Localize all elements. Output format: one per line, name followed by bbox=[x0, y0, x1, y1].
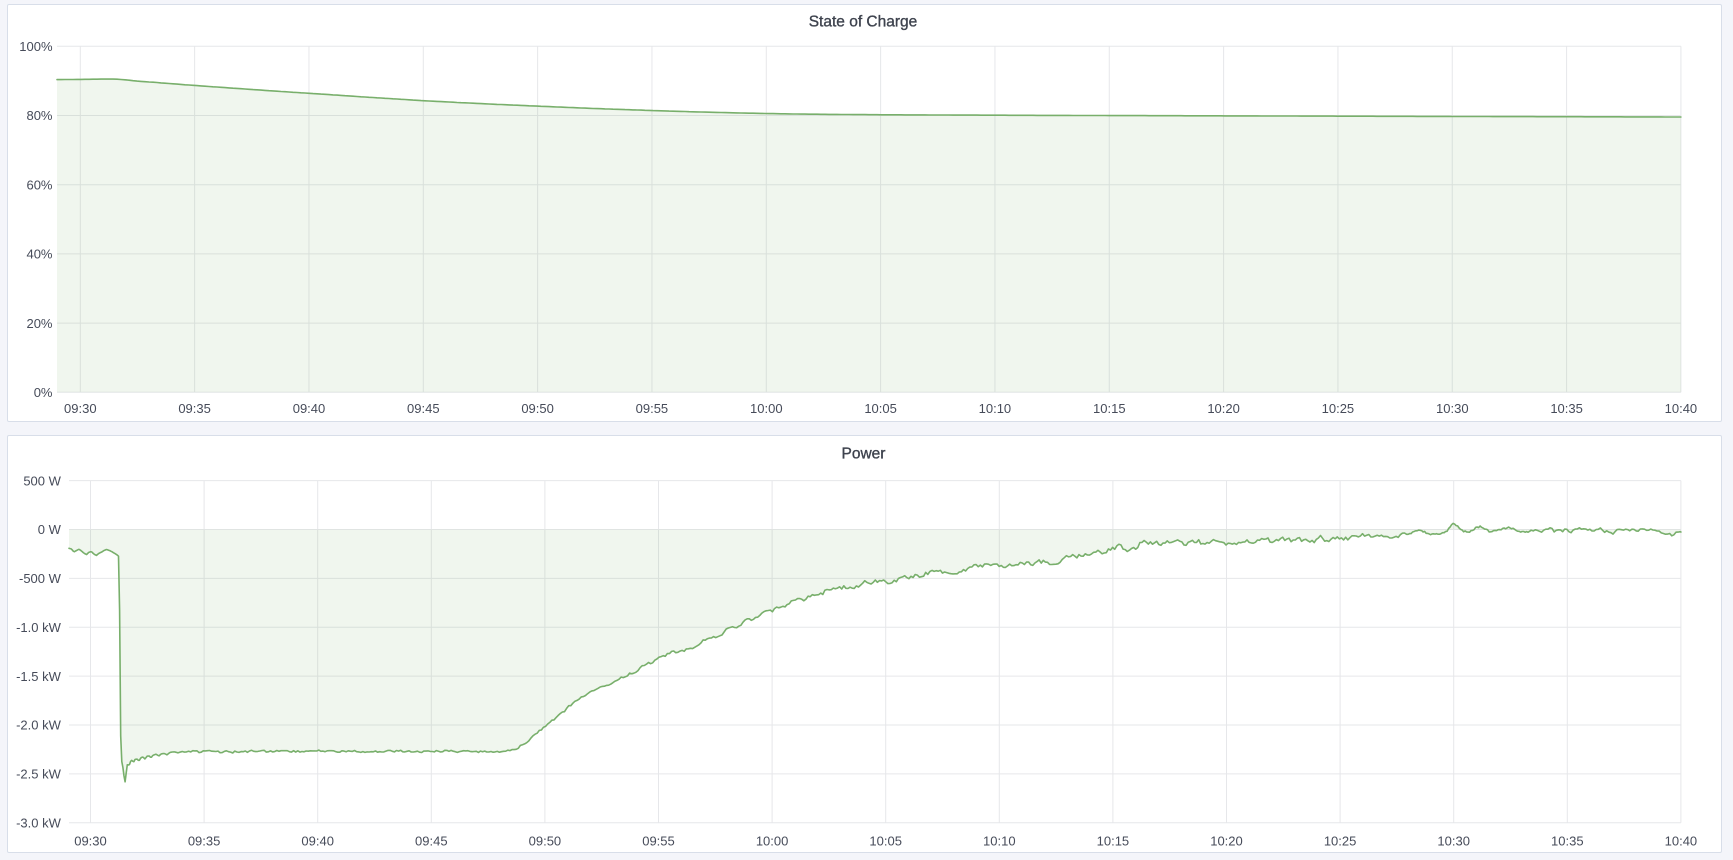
svg-text:09:45: 09:45 bbox=[415, 833, 448, 848]
svg-text:-1.0 kW: -1.0 kW bbox=[16, 620, 62, 635]
svg-text:10:40: 10:40 bbox=[1665, 833, 1698, 848]
svg-text:40%: 40% bbox=[26, 247, 52, 262]
svg-text:-500 W: -500 W bbox=[19, 571, 62, 586]
svg-text:09:55: 09:55 bbox=[636, 401, 669, 416]
svg-text:09:50: 09:50 bbox=[529, 833, 562, 848]
svg-text:09:40: 09:40 bbox=[293, 401, 326, 416]
svg-text:10:10: 10:10 bbox=[979, 401, 1012, 416]
svg-text:10:35: 10:35 bbox=[1550, 401, 1583, 416]
svg-text:-1.5 kW: -1.5 kW bbox=[16, 669, 62, 684]
svg-text:10:40: 10:40 bbox=[1665, 401, 1698, 416]
svg-text:10:25: 10:25 bbox=[1324, 833, 1357, 848]
svg-text:10:35: 10:35 bbox=[1551, 833, 1584, 848]
svg-text:10:20: 10:20 bbox=[1207, 401, 1240, 416]
svg-text:-3.0 kW: -3.0 kW bbox=[16, 815, 62, 830]
svg-text:10:00: 10:00 bbox=[756, 833, 789, 848]
svg-text:10:10: 10:10 bbox=[983, 833, 1016, 848]
svg-text:-2.5 kW: -2.5 kW bbox=[16, 767, 62, 782]
svg-text:09:30: 09:30 bbox=[64, 401, 97, 416]
svg-text:500 W: 500 W bbox=[23, 473, 61, 488]
svg-text:09:30: 09:30 bbox=[74, 833, 107, 848]
svg-text:10:20: 10:20 bbox=[1210, 833, 1243, 848]
svg-text:10:30: 10:30 bbox=[1437, 833, 1470, 848]
svg-text:100%: 100% bbox=[19, 39, 53, 54]
svg-text:10:05: 10:05 bbox=[869, 833, 902, 848]
svg-text:10:15: 10:15 bbox=[1093, 401, 1126, 416]
svg-text:09:40: 09:40 bbox=[301, 833, 334, 848]
svg-text:10:05: 10:05 bbox=[864, 401, 897, 416]
svg-text:10:00: 10:00 bbox=[750, 401, 783, 416]
svg-text:10:25: 10:25 bbox=[1322, 401, 1355, 416]
svg-text:09:35: 09:35 bbox=[178, 401, 211, 416]
svg-text:State of Charge: State of Charge bbox=[809, 14, 918, 31]
svg-text:Power: Power bbox=[842, 445, 886, 462]
svg-text:0 W: 0 W bbox=[38, 522, 62, 537]
svg-text:80%: 80% bbox=[26, 108, 52, 123]
svg-text:09:45: 09:45 bbox=[407, 401, 440, 416]
svg-text:20%: 20% bbox=[26, 316, 52, 331]
svg-text:0%: 0% bbox=[34, 385, 53, 400]
svg-text:10:15: 10:15 bbox=[1097, 833, 1130, 848]
svg-text:60%: 60% bbox=[26, 177, 52, 192]
svg-text:09:50: 09:50 bbox=[521, 401, 554, 416]
svg-text:10:30: 10:30 bbox=[1436, 401, 1469, 416]
svg-text:09:55: 09:55 bbox=[642, 833, 675, 848]
svg-text:-2.0 kW: -2.0 kW bbox=[16, 718, 62, 733]
svg-text:09:35: 09:35 bbox=[188, 833, 221, 848]
